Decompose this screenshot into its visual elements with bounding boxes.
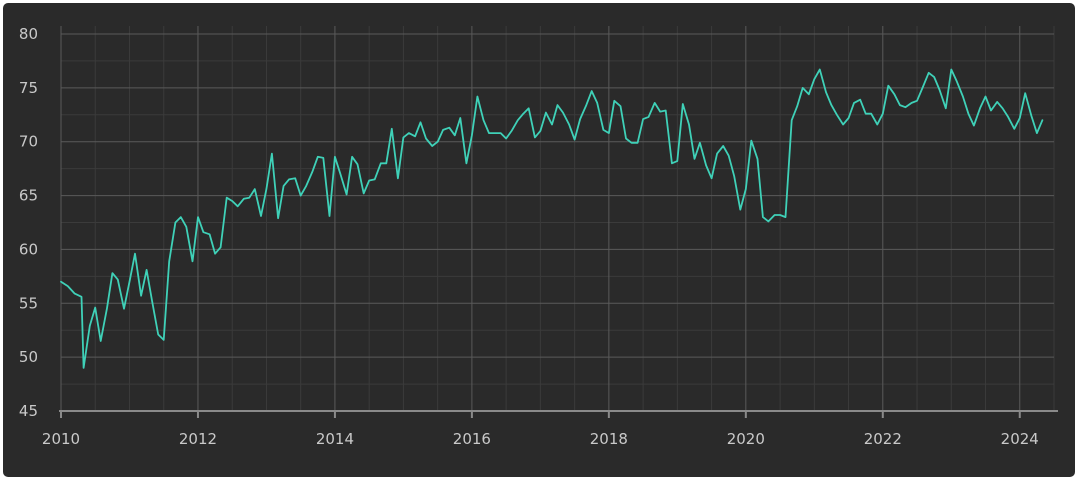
x-tick-label: 2014 xyxy=(316,430,354,448)
y-tick-label: 55 xyxy=(19,294,38,312)
grid-layer xyxy=(60,26,1055,411)
tick-labels: 45 50 55 60 65 70 75 80 2010 2012 2014 2016 2018 2020… xyxy=(19,25,1039,448)
x-tick-label: 2016 xyxy=(453,430,491,448)
line-chart: 45 50 55 60 65 70 75 80 2010 2012 2014 2016 2018 2020… xyxy=(19,25,1058,448)
x-tick-label: 2018 xyxy=(590,430,628,448)
axis-layer xyxy=(59,410,1058,418)
x-tick-label: 2024 xyxy=(1001,430,1039,448)
x-tick-label: 2012 xyxy=(179,430,217,448)
series-line xyxy=(60,68,1044,369)
chart-frame: 45 50 55 60 65 70 75 80 2010 2012 2014 2016 2018 2020… xyxy=(3,3,1075,477)
y-tick-label: 75 xyxy=(19,79,38,97)
x-tick-label: 2020 xyxy=(727,430,765,448)
y-tick-label: 65 xyxy=(19,187,38,205)
line-layer xyxy=(60,68,1044,369)
x-tick-label: 2010 xyxy=(42,430,80,448)
x-tick-label: 2022 xyxy=(864,430,902,448)
y-tick-label: 45 xyxy=(19,402,38,420)
y-tick-label: 70 xyxy=(19,133,38,151)
y-tick-label: 50 xyxy=(19,348,38,366)
y-tick-label: 60 xyxy=(19,240,38,258)
y-tick-label: 80 xyxy=(19,25,38,43)
